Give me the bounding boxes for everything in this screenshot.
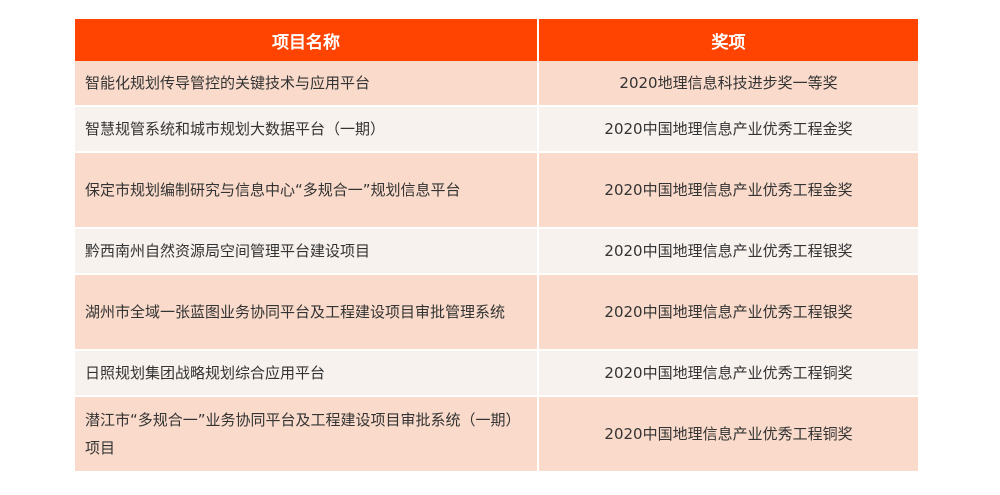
award: 2020地理信息科技进步奖一等奖 xyxy=(539,61,918,107)
table-row: 保定市规划编制研究与信息中心“多规合一”规划信息平台 2020中国地理信息产业优秀… xyxy=(75,153,918,229)
award: 2020中国地理信息产业优秀工程金奖 xyxy=(539,153,918,229)
project-name: 保定市规划编制研究与信息中心“多规合一”规划信息平台 xyxy=(75,153,539,229)
award: 2020中国地理信息产业优秀工程铜奖 xyxy=(539,397,918,473)
project-name: 智能化规划传导管控的关键技术与应用平台 xyxy=(75,61,539,107)
table-row: 潜江市“多规合一”业务协同平台及工程建设项目审批系统（一期）项目 2020中国地理… xyxy=(75,397,918,473)
header-project-name: 项目名称 xyxy=(75,19,539,61)
header-award: 奖项 xyxy=(539,19,918,61)
table-row: 黔西南州自然资源局空间管理平台建设项目 2020中国地理信息产业优秀工程银奖 xyxy=(75,229,918,275)
project-name: 湖州市全域一张蓝图业务协同平台及工程建设项目审批管理系统 xyxy=(75,275,539,351)
table-header: 项目名称 奖项 xyxy=(75,19,918,61)
award: 2020中国地理信息产业优秀工程银奖 xyxy=(539,275,918,351)
project-name: 智慧规管系统和城市规划大数据平台（一期） xyxy=(75,107,539,153)
table-row: 日照规划集团战略规划综合应用平台 2020中国地理信息产业优秀工程铜奖 xyxy=(75,351,918,397)
awards-table: 项目名称 奖项 智能化规划传导管控的关键技术与应用平台 2020地理信息科技进步奖… xyxy=(75,19,918,473)
award: 2020中国地理信息产业优秀工程铜奖 xyxy=(539,351,918,397)
table-row: 智慧规管系统和城市规划大数据平台（一期） 2020中国地理信息产业优秀工程金奖 xyxy=(75,107,918,153)
project-name: 日照规划集团战略规划综合应用平台 xyxy=(75,351,539,397)
project-name: 潜江市“多规合一”业务协同平台及工程建设项目审批系统（一期）项目 xyxy=(75,397,539,473)
table-row: 湖州市全域一张蓝图业务协同平台及工程建设项目审批管理系统 2020中国地理信息产业… xyxy=(75,275,918,351)
project-name: 黔西南州自然资源局空间管理平台建设项目 xyxy=(75,229,539,275)
table-row: 智能化规划传导管控的关键技术与应用平台 2020地理信息科技进步奖一等奖 xyxy=(75,61,918,107)
award: 2020中国地理信息产业优秀工程金奖 xyxy=(539,107,918,153)
award: 2020中国地理信息产业优秀工程银奖 xyxy=(539,229,918,275)
